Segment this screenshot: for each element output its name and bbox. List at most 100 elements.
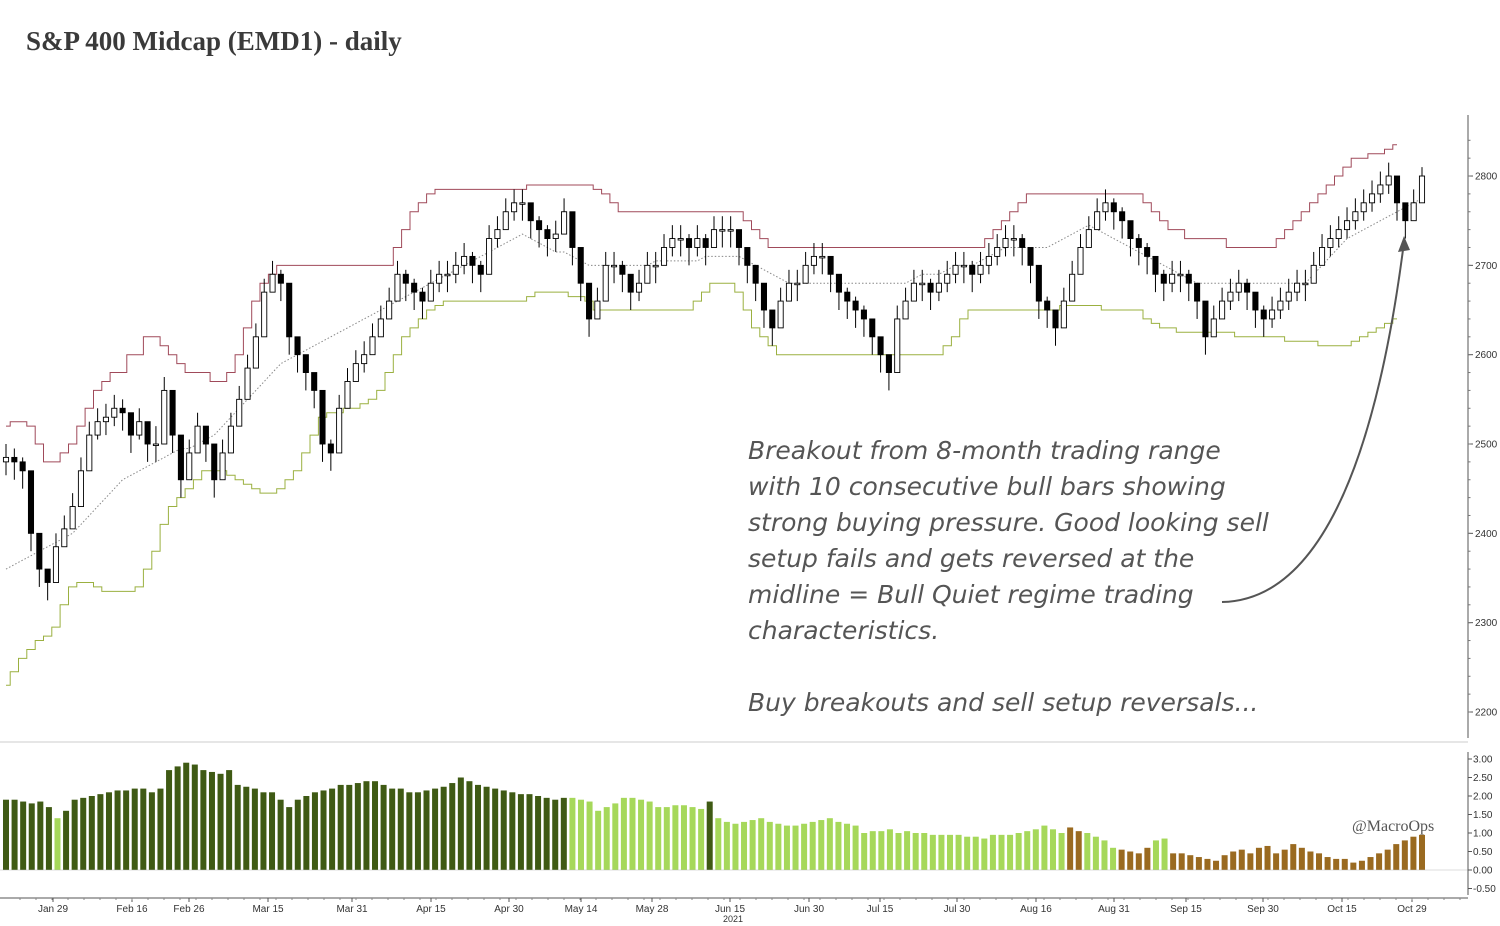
histogram-bar bbox=[1118, 849, 1125, 870]
histogram-bar bbox=[1049, 829, 1056, 870]
histogram-bar bbox=[474, 784, 482, 870]
annotation-line: with 10 consecutive bull bars showing bbox=[748, 472, 1226, 501]
candle bbox=[211, 443, 218, 498]
candle-body-up bbox=[910, 282, 917, 302]
candle-body-up bbox=[461, 255, 468, 266]
candle bbox=[1019, 234, 1026, 266]
histogram-bar bbox=[114, 790, 121, 870]
histogram-bar bbox=[749, 820, 756, 870]
histogram-bar bbox=[1032, 829, 1039, 870]
candle-body-up bbox=[361, 354, 368, 365]
candle bbox=[735, 229, 743, 266]
histogram-bar bbox=[1152, 840, 1159, 870]
candle-body-up bbox=[1310, 264, 1317, 284]
histogram-bar bbox=[517, 794, 524, 870]
histogram-bar bbox=[97, 794, 104, 870]
histogram-bar bbox=[140, 788, 147, 870]
histogram-bar bbox=[440, 786, 447, 870]
date-tick-label: Mar 31 bbox=[336, 904, 368, 915]
histogram-bar bbox=[1024, 831, 1031, 870]
histogram-bar bbox=[835, 821, 842, 870]
histogram-bar bbox=[337, 784, 344, 870]
candle bbox=[1002, 225, 1009, 257]
histogram-bar bbox=[629, 797, 636, 870]
candle-body-down bbox=[1135, 238, 1142, 248]
candle bbox=[494, 216, 501, 248]
candle bbox=[594, 287, 601, 320]
candle-body-up bbox=[1169, 273, 1176, 284]
candle bbox=[186, 439, 193, 481]
candle-body-up bbox=[802, 264, 809, 284]
annotation-line: setup fails and gets reversed at the bbox=[748, 544, 1195, 573]
candle bbox=[1327, 225, 1334, 257]
histogram-bar bbox=[1144, 847, 1151, 870]
histogram-bar bbox=[826, 818, 833, 870]
candle-body-down bbox=[402, 273, 409, 284]
candle-body-up bbox=[1319, 247, 1326, 266]
candle bbox=[852, 296, 859, 328]
histogram-bar bbox=[1358, 860, 1365, 870]
candle-body-up bbox=[985, 255, 992, 266]
candle-body-down bbox=[544, 229, 551, 240]
histogram-bar bbox=[457, 777, 464, 870]
candle-body-up bbox=[1335, 229, 1342, 240]
histogram-bar bbox=[844, 823, 851, 870]
histogram-bar bbox=[723, 821, 730, 870]
candle-body-down bbox=[1127, 220, 1134, 240]
histogram-bar bbox=[157, 788, 164, 870]
candle bbox=[602, 251, 609, 302]
histogram-bar bbox=[174, 766, 181, 870]
candle-body-down bbox=[969, 264, 976, 275]
candle bbox=[261, 278, 268, 338]
histogram-bar bbox=[492, 788, 499, 870]
candle-body-up bbox=[1060, 300, 1067, 329]
histogram-bar bbox=[1075, 831, 1082, 870]
candle-body-down bbox=[311, 372, 318, 391]
histogram-bar bbox=[1084, 833, 1091, 870]
candle bbox=[144, 421, 151, 462]
candle bbox=[1410, 189, 1417, 222]
candle bbox=[236, 385, 243, 427]
annotation-line: characteristics. bbox=[748, 616, 940, 645]
histogram-bar bbox=[354, 783, 361, 870]
candle-body-down bbox=[1402, 202, 1409, 222]
candle-body-up bbox=[77, 470, 84, 507]
histogram-bar bbox=[466, 781, 473, 870]
candle bbox=[1094, 198, 1101, 231]
price-tick-label: 2500 bbox=[1475, 440, 1498, 451]
candle-body-down bbox=[619, 264, 626, 275]
candle-body-down bbox=[469, 255, 476, 266]
histogram-bar bbox=[560, 797, 567, 870]
candle bbox=[1227, 278, 1234, 311]
candle-body-down bbox=[769, 309, 776, 329]
candle bbox=[860, 305, 867, 337]
histogram-bar bbox=[131, 788, 138, 870]
histogram-bar bbox=[1384, 849, 1391, 870]
candle-body-up bbox=[935, 282, 942, 293]
candle bbox=[2, 444, 10, 476]
candle-body-down bbox=[844, 291, 851, 302]
candle bbox=[1185, 269, 1192, 302]
histogram-bar bbox=[389, 788, 396, 870]
candle-body-up bbox=[1069, 273, 1076, 302]
histogram-bar bbox=[251, 788, 258, 870]
histogram-bar bbox=[946, 834, 954, 870]
histogram-bar bbox=[449, 783, 456, 870]
price-tick-label: 2200 bbox=[1475, 708, 1498, 719]
histogram-bar bbox=[363, 781, 370, 870]
histogram-bar bbox=[758, 818, 765, 870]
candle bbox=[752, 264, 759, 302]
candle bbox=[252, 323, 259, 369]
histogram-bar bbox=[1230, 851, 1237, 870]
histogram-bar bbox=[1307, 851, 1314, 870]
candle bbox=[1085, 216, 1092, 248]
price-tick-label: 2300 bbox=[1475, 618, 1498, 629]
candle bbox=[1035, 264, 1042, 319]
candle bbox=[402, 269, 409, 302]
candle-body-up bbox=[894, 318, 901, 373]
candle bbox=[794, 269, 801, 302]
candle-body-down bbox=[1035, 264, 1042, 302]
candle bbox=[419, 287, 426, 319]
histogram-bar bbox=[54, 818, 61, 870]
